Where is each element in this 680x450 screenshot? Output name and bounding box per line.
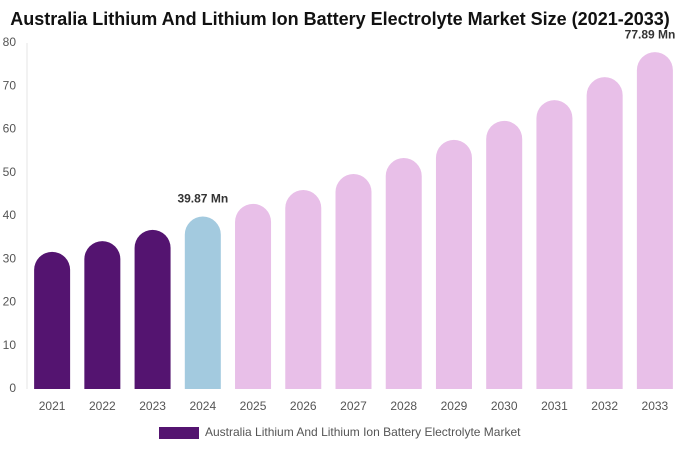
bar: [235, 203, 272, 389]
data-label: 77.89 Mn: [625, 27, 676, 41]
x-tick-label: 2022: [89, 399, 116, 413]
y-tick-label: 10: [3, 338, 17, 352]
bar: [536, 100, 573, 389]
x-tick-label: 2032: [591, 399, 618, 413]
x-tick-label: 2021: [39, 399, 66, 413]
x-tick-label: 2027: [340, 399, 367, 413]
x-tick-label: 2025: [240, 399, 267, 413]
x-tick-label: 2029: [441, 399, 468, 413]
chart-title: Australia Lithium And Lithium Ion Batter…: [10, 9, 670, 29]
bar: [84, 241, 121, 389]
x-tick-label: 2026: [290, 399, 317, 413]
x-tick-label: 2031: [541, 399, 568, 413]
bar: [486, 120, 523, 389]
y-tick-label: 50: [3, 165, 17, 179]
bar: [435, 139, 472, 389]
bar: [285, 190, 322, 389]
y-tick-label: 30: [3, 251, 17, 265]
data-label: 39.87 Mn: [177, 192, 228, 206]
y-tick-label: 80: [3, 35, 17, 49]
x-tick-label: 2030: [491, 399, 518, 413]
y-tick-label: 70: [3, 78, 17, 92]
y-tick-label: 60: [3, 122, 17, 136]
y-tick-label: 20: [3, 295, 17, 309]
y-tick-label: 40: [3, 208, 17, 222]
bar: [335, 174, 372, 389]
legend-swatch: [159, 427, 199, 439]
x-tick-label: 2028: [390, 399, 417, 413]
legend-label: Australia Lithium And Lithium Ion Batter…: [205, 425, 521, 439]
bar: [134, 229, 171, 389]
bar: [385, 158, 422, 389]
bar: [184, 216, 221, 389]
bar: [636, 52, 673, 390]
x-tick-label: 2033: [642, 399, 669, 413]
bar: [586, 77, 623, 389]
x-tick-label: 2023: [139, 399, 166, 413]
y-tick-label: 0: [9, 381, 16, 395]
x-tick-label: 2024: [189, 399, 216, 413]
bar: [34, 251, 71, 389]
